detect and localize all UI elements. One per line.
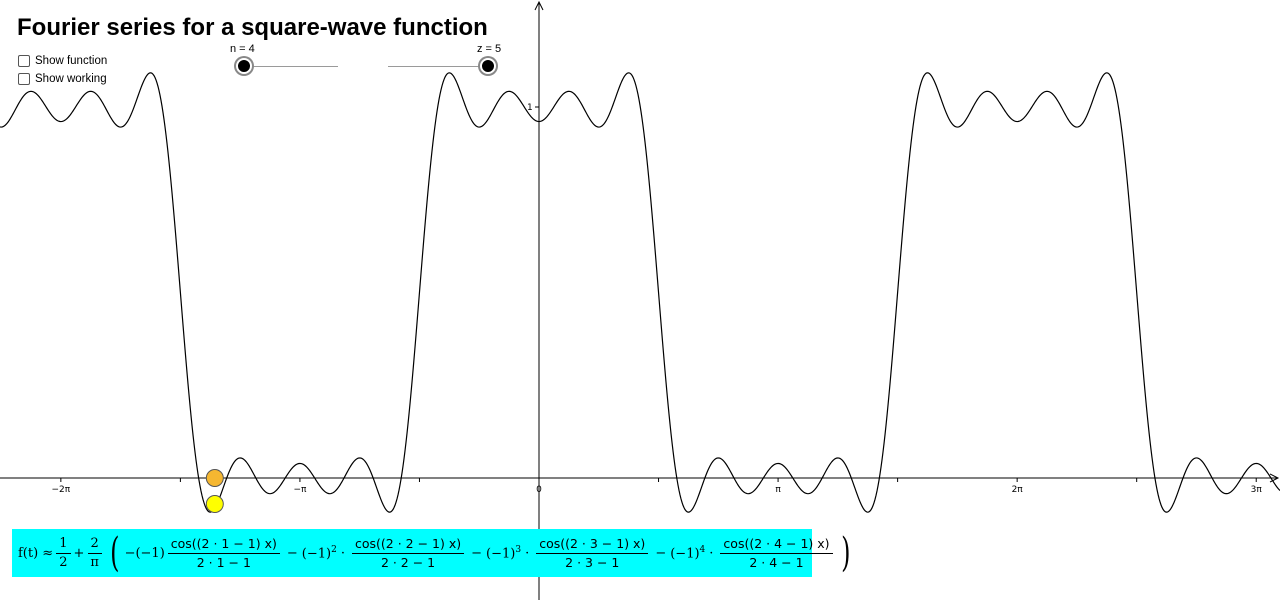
z-slider-knob[interactable]	[480, 58, 496, 74]
fourier-curve[interactable]	[0, 72, 1280, 513]
x-tick-label: 2π	[1012, 485, 1024, 495]
formula-lhs: f(t) ≈	[18, 545, 54, 561]
x-tick-label: π	[775, 485, 781, 495]
show-working-checkbox[interactable]: Show working	[18, 71, 107, 87]
x-tick-label: −π	[293, 485, 307, 495]
x-tick-label: 0	[536, 485, 542, 495]
term1-coef: −(−1)	[124, 545, 165, 561]
y-axis-arrow-icon	[534, 0, 544, 11]
close-paren: )	[840, 530, 851, 576]
term3-fraction: cos((2 · 3 − 1) x) 2 · 3 − 1	[536, 536, 649, 571]
checkbox-icon[interactable]	[18, 73, 30, 85]
z-slider-label: z = 5	[477, 43, 502, 55]
term1-fraction: cos((2 · 1 − 1) x) 2 · 1 − 1	[167, 536, 280, 571]
show-function-label: Show function	[35, 55, 108, 67]
open-paren: (	[110, 530, 120, 576]
fourier-formula: f(t) ≈ 1 2 + 2 π ( −(−1) cos((2 · 1 − 1)…	[12, 529, 850, 577]
show-function-checkbox[interactable]: Show function	[18, 53, 107, 69]
formula-half: 1 2	[56, 536, 71, 571]
y-tick-label: 1	[527, 103, 533, 113]
n-slider-track[interactable]	[244, 66, 338, 67]
x-tick-label: 3π	[1251, 485, 1263, 495]
z-slider-track[interactable]	[388, 66, 488, 67]
checkbox-icon[interactable]	[18, 55, 30, 67]
n-slider-label: n = 4	[230, 43, 255, 55]
term4-fraction: cos((2 · 4 − 1) x) 2 · 4 − 1	[720, 536, 833, 571]
orange-point[interactable]	[205, 469, 224, 487]
n-slider-knob[interactable]	[236, 58, 252, 74]
term2-coef: (−1)2	[301, 544, 337, 562]
formula-two-over-pi: 2 π	[87, 536, 102, 571]
term4-coef: (−1)4	[670, 544, 706, 562]
term3-coef: (−1)3	[486, 544, 522, 562]
page-title: Fourier series for a square-wave functio…	[17, 14, 488, 41]
x-tick-label: −2π	[52, 485, 71, 495]
term2-fraction: cos((2 · 2 − 1) x) 2 · 2 − 1	[351, 536, 465, 571]
yellow-point[interactable]	[205, 495, 224, 513]
show-working-label: Show working	[35, 73, 107, 85]
